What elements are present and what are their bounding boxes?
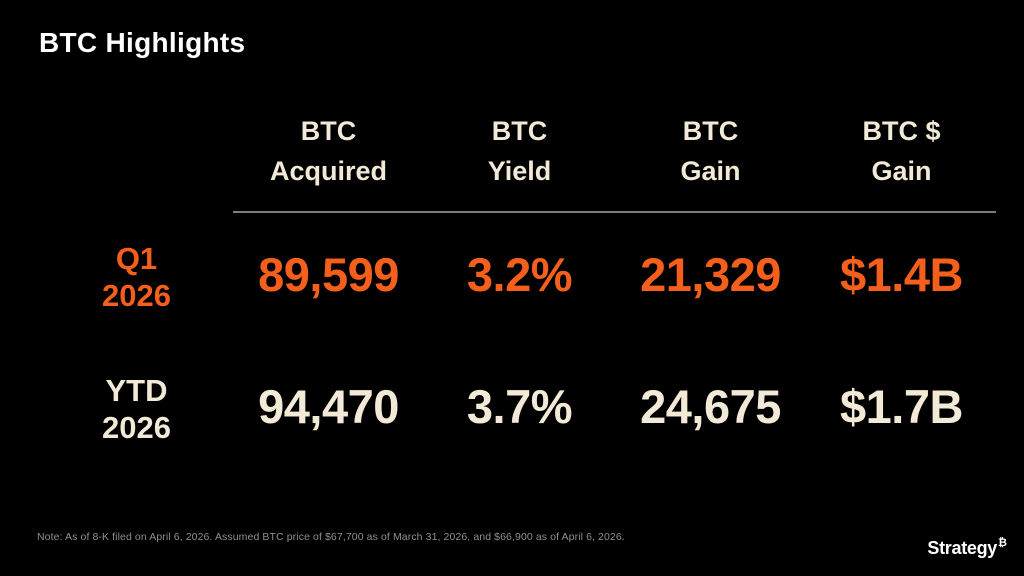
value-ytd-btc-gain: 24,675 [640, 379, 781, 433]
column-header-btc-acquired: BTC Acquired [233, 103, 424, 199]
strategy-logo: Strategy ₿ [927, 537, 1007, 559]
bitcoin-icon: ₿ [998, 537, 1007, 549]
value-q1-btc-acquired: 89,599 [258, 247, 399, 301]
value-q1-btc-yield: 3.2% [466, 247, 573, 301]
row-label-ytd-2026: YTD 2026 [40, 356, 233, 456]
column-header-btc-yield: BTC Yield [424, 103, 615, 199]
value-q1-btc-dollar-gain: $1.4B [840, 247, 963, 301]
footnote-text: Note: As of 8-K filed on April 6, 2026. … [37, 531, 625, 543]
row-label-q1-2026: Q1 2026 [40, 226, 233, 322]
header-line: Gain [680, 156, 741, 186]
value-q1-btc-gain: 21,329 [640, 247, 781, 301]
header-line: Acquired [269, 156, 388, 186]
header-line: BTC [682, 116, 739, 146]
table-row-q1-2026: Q1 2026 89,599 3.2% 21,329 $1.4B [40, 226, 997, 322]
header-line: BTC $ [862, 116, 941, 146]
table-header-row: BTC Acquired BTC Yield BTC Gain BTC $ Ga… [40, 103, 997, 199]
header-spacer-cell [40, 103, 233, 199]
row-label-line: Q1 [115, 240, 158, 276]
header-line: BTC [491, 116, 548, 146]
row-label-line: 2026 [102, 277, 171, 313]
value-ytd-btc-acquired: 94,470 [258, 379, 399, 433]
row-label-line: YTD [105, 372, 168, 408]
header-divider-line [233, 211, 996, 213]
header-line: Yield [487, 156, 552, 186]
header-line: BTC [300, 116, 357, 146]
row-label-line: 2026 [102, 409, 171, 445]
value-ytd-btc-yield: 3.7% [466, 379, 573, 433]
column-header-btc-gain: BTC Gain [615, 103, 806, 199]
strategy-wordmark: Strategy [927, 538, 998, 558]
header-line: Gain [871, 156, 932, 186]
column-header-btc-dollar-gain: BTC $ Gain [806, 103, 997, 199]
value-ytd-btc-dollar-gain: $1.7B [840, 379, 963, 433]
page-title: BTC Highlights [39, 27, 246, 58]
table-row-ytd-2026: YTD 2026 94,470 3.7% 24,675 $1.7B [40, 356, 997, 456]
